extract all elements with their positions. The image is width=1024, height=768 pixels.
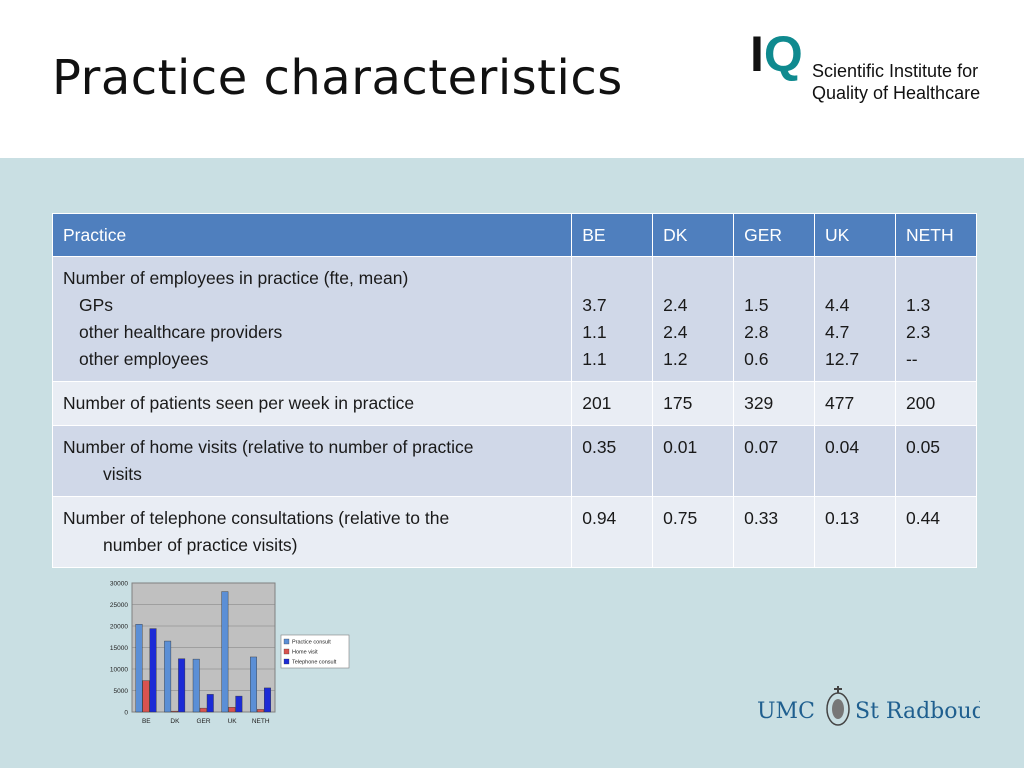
- logo-line-1: Scientific Institute for: [812, 61, 979, 81]
- row-label-continued: visits: [103, 464, 142, 484]
- cell-value: 0.94: [571, 496, 654, 568]
- footer-logo-right: St Radboud: [855, 699, 980, 724]
- legend-swatch: [283, 658, 290, 665]
- row-label: Number of employees in practice (fte, me…: [63, 268, 409, 288]
- row-sub-label: GPs: [79, 295, 114, 315]
- cell-value: 2.4: [663, 322, 688, 342]
- cell-value: 1.1: [582, 349, 607, 369]
- logo-mark-i: I: [750, 26, 764, 82]
- slide-title: Practice characteristics: [52, 50, 623, 106]
- header-area: Practice characteristics IQ Scientific I…: [0, 0, 1024, 158]
- cell-value: 0.04: [814, 425, 896, 497]
- table-row: Number of home visits (relative to numbe…: [51, 425, 978, 497]
- bar: [178, 658, 186, 713]
- cell-value: --: [905, 349, 918, 369]
- cell-value: 2.3: [905, 322, 931, 342]
- legend-swatch: [283, 648, 290, 655]
- bar: [235, 695, 243, 713]
- cell-value: 4.7: [825, 322, 850, 342]
- cell-value: 2.8: [744, 322, 769, 342]
- bar: [164, 640, 172, 713]
- table-header-row: Practice BE DK GER UK NETH: [51, 213, 978, 257]
- bar: [199, 707, 207, 713]
- table-row: Number of patients seen per week in prac…: [51, 381, 978, 426]
- row-sub-label: other employees: [79, 349, 209, 369]
- bar: [149, 628, 157, 713]
- cell-value: 0.01: [652, 425, 735, 497]
- cell-value: 1.5: [744, 295, 769, 315]
- consultations-bar-chart: 0 5000 10000 15000 20000 25000 30000 BE DK GER UK N…: [110, 581, 350, 725]
- bar: [192, 658, 200, 713]
- row-label: Number of patients seen per week in prac…: [51, 381, 573, 426]
- bar: [249, 656, 257, 713]
- legend-swatch: [283, 638, 290, 645]
- header-be: BE: [571, 213, 654, 257]
- cell-value: 0.75: [652, 496, 735, 568]
- cell-value: 1.3: [905, 295, 931, 315]
- cell-value: 175: [652, 381, 735, 426]
- bar: [206, 694, 214, 713]
- x-tick-label: UK: [228, 718, 238, 725]
- legend-label: Home visit: [292, 650, 318, 656]
- logo-line-2: Quality of Healthcare: [812, 83, 981, 103]
- row-label: Number of telephone consultations (relat…: [63, 508, 450, 528]
- row-sub-label: other healthcare providers: [79, 322, 283, 342]
- header-uk: UK: [814, 213, 896, 257]
- x-tick-label: NETH: [252, 718, 270, 725]
- bar: [228, 707, 236, 713]
- y-tick-label: 15000: [110, 645, 128, 652]
- cell-value: 0.07: [733, 425, 816, 497]
- bar: [171, 710, 179, 713]
- x-tick-label: GER: [196, 718, 210, 725]
- y-tick-label: 25000: [110, 602, 128, 609]
- x-tick-label: BE: [142, 718, 151, 725]
- cell-value: 2.4: [663, 295, 688, 315]
- logo-mark-q: Q: [763, 26, 803, 82]
- legend-label: Practice consult: [292, 640, 331, 646]
- cell-value: 0.35: [571, 425, 654, 497]
- footer-logo-left: UMC: [757, 699, 815, 724]
- cell-value: 12.7: [825, 349, 860, 369]
- y-tick-label: 10000: [110, 667, 128, 674]
- header-practice: Practice: [51, 213, 573, 257]
- cell-value: 0.44: [894, 496, 978, 568]
- row-label: Number of home visits (relative to numbe…: [63, 437, 474, 457]
- cell-value: 0.05: [894, 425, 978, 497]
- umc-st-radboud-logo: UMC St Radboud: [757, 686, 980, 726]
- y-tick-label: 5000: [114, 688, 129, 695]
- cell-value: 3.7: [582, 295, 607, 315]
- header-ger: GER: [733, 213, 816, 257]
- row-label-continued: number of practice visits): [103, 535, 298, 555]
- cell-value: 201: [571, 381, 654, 426]
- cell-value: 0.6: [744, 349, 769, 369]
- cell-value: 1.1: [582, 322, 607, 342]
- bar: [263, 687, 271, 713]
- iq-logo: IQ Scientific Institute for Quality of H…: [750, 26, 1000, 103]
- y-tick-label: 0: [124, 710, 128, 717]
- cell-value: 200: [894, 381, 978, 426]
- header-dk: DK: [652, 213, 735, 257]
- cell-value: 0.13: [814, 496, 896, 568]
- y-tick-label: 30000: [110, 581, 128, 588]
- bar: [135, 624, 143, 713]
- table-row: Number of telephone consultations (relat…: [51, 496, 978, 568]
- bar: [142, 680, 150, 713]
- header-neth: NETH: [894, 213, 978, 257]
- cell-value: 1.2: [663, 349, 688, 369]
- x-tick-label: DK: [170, 718, 180, 725]
- bar: [256, 709, 264, 713]
- legend-label: Telephone consult: [292, 660, 337, 666]
- y-tick-label: 20000: [110, 624, 128, 631]
- cell-value: 0.33: [733, 496, 816, 568]
- legend-box: [280, 634, 350, 669]
- cell-value: 477: [814, 381, 896, 426]
- table-row: Number of employees in practice (fte, me…: [51, 256, 978, 382]
- cell-value: 4.4: [825, 295, 850, 315]
- cell-value: 329: [733, 381, 816, 426]
- bar: [221, 591, 229, 713]
- seal-icon: [826, 686, 850, 726]
- logo-org-name: Scientific Institute for Quality of Heal…: [812, 60, 980, 104]
- practice-table: Practice BE DK GER UK NETH Number of emp…: [51, 213, 978, 568]
